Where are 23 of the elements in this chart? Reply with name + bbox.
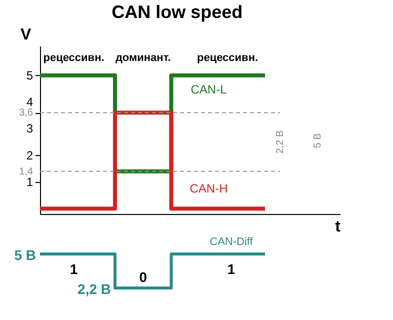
y-tick-label: 1 <box>26 175 34 189</box>
x-axis-title: t <box>335 218 342 236</box>
annotation: доминант. <box>115 52 171 64</box>
y-tick-label: 4 <box>26 95 34 109</box>
annotation: 1 <box>227 261 236 277</box>
series-label: CAN-H <box>190 182 228 196</box>
series-label: CAN-Diff <box>210 236 254 248</box>
y-tick-label: 3,6 <box>19 108 34 119</box>
annotation: рецессивн. <box>43 52 104 64</box>
annotation: 1 <box>70 261 78 277</box>
data-label: 2,2 В <box>78 281 111 297</box>
annotation: 5 В <box>312 132 324 148</box>
series-label: CAN-L <box>190 82 228 96</box>
y-tick-label: 3 <box>26 122 34 136</box>
annotation: 2,2 В <box>275 130 286 154</box>
y-tick-label: 1,4 <box>19 166 34 178</box>
y-tick-label: 2 <box>26 148 34 162</box>
annotation: рецессивн. <box>196 52 258 64</box>
annotation: 0 <box>139 269 148 285</box>
data-label: 5 В <box>14 247 36 263</box>
y-tick-label: 5 <box>26 68 34 82</box>
y-axis-title: V <box>20 26 32 44</box>
chart-title: CAN low speed <box>112 2 243 22</box>
